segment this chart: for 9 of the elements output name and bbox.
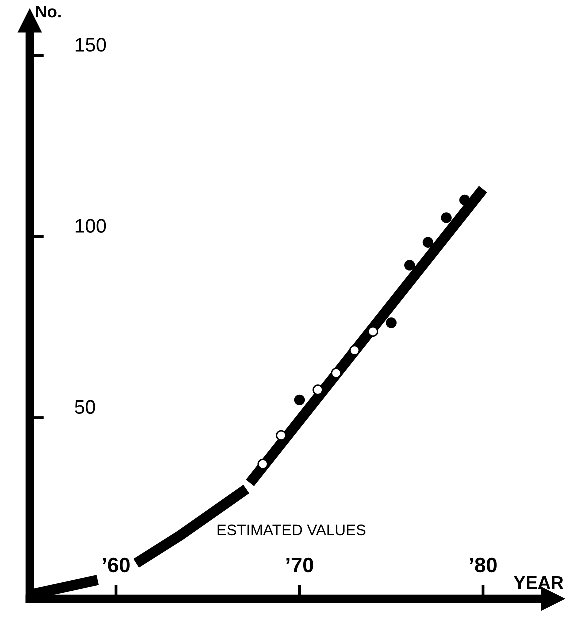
- x-tick-label: ’80: [470, 558, 497, 573]
- annotation: ESTIMATED VALUES: [218, 524, 366, 536]
- x-tick-label: ’70: [286, 558, 314, 573]
- x-tick-label: ’60: [103, 558, 130, 573]
- y-tick-label: 50: [75, 400, 96, 414]
- y-axis-title: No.: [36, 6, 61, 18]
- y-tick-label: 100: [76, 219, 106, 233]
- x-axis-title: YEAR: [514, 576, 564, 589]
- y-tick-label: 150: [76, 38, 106, 52]
